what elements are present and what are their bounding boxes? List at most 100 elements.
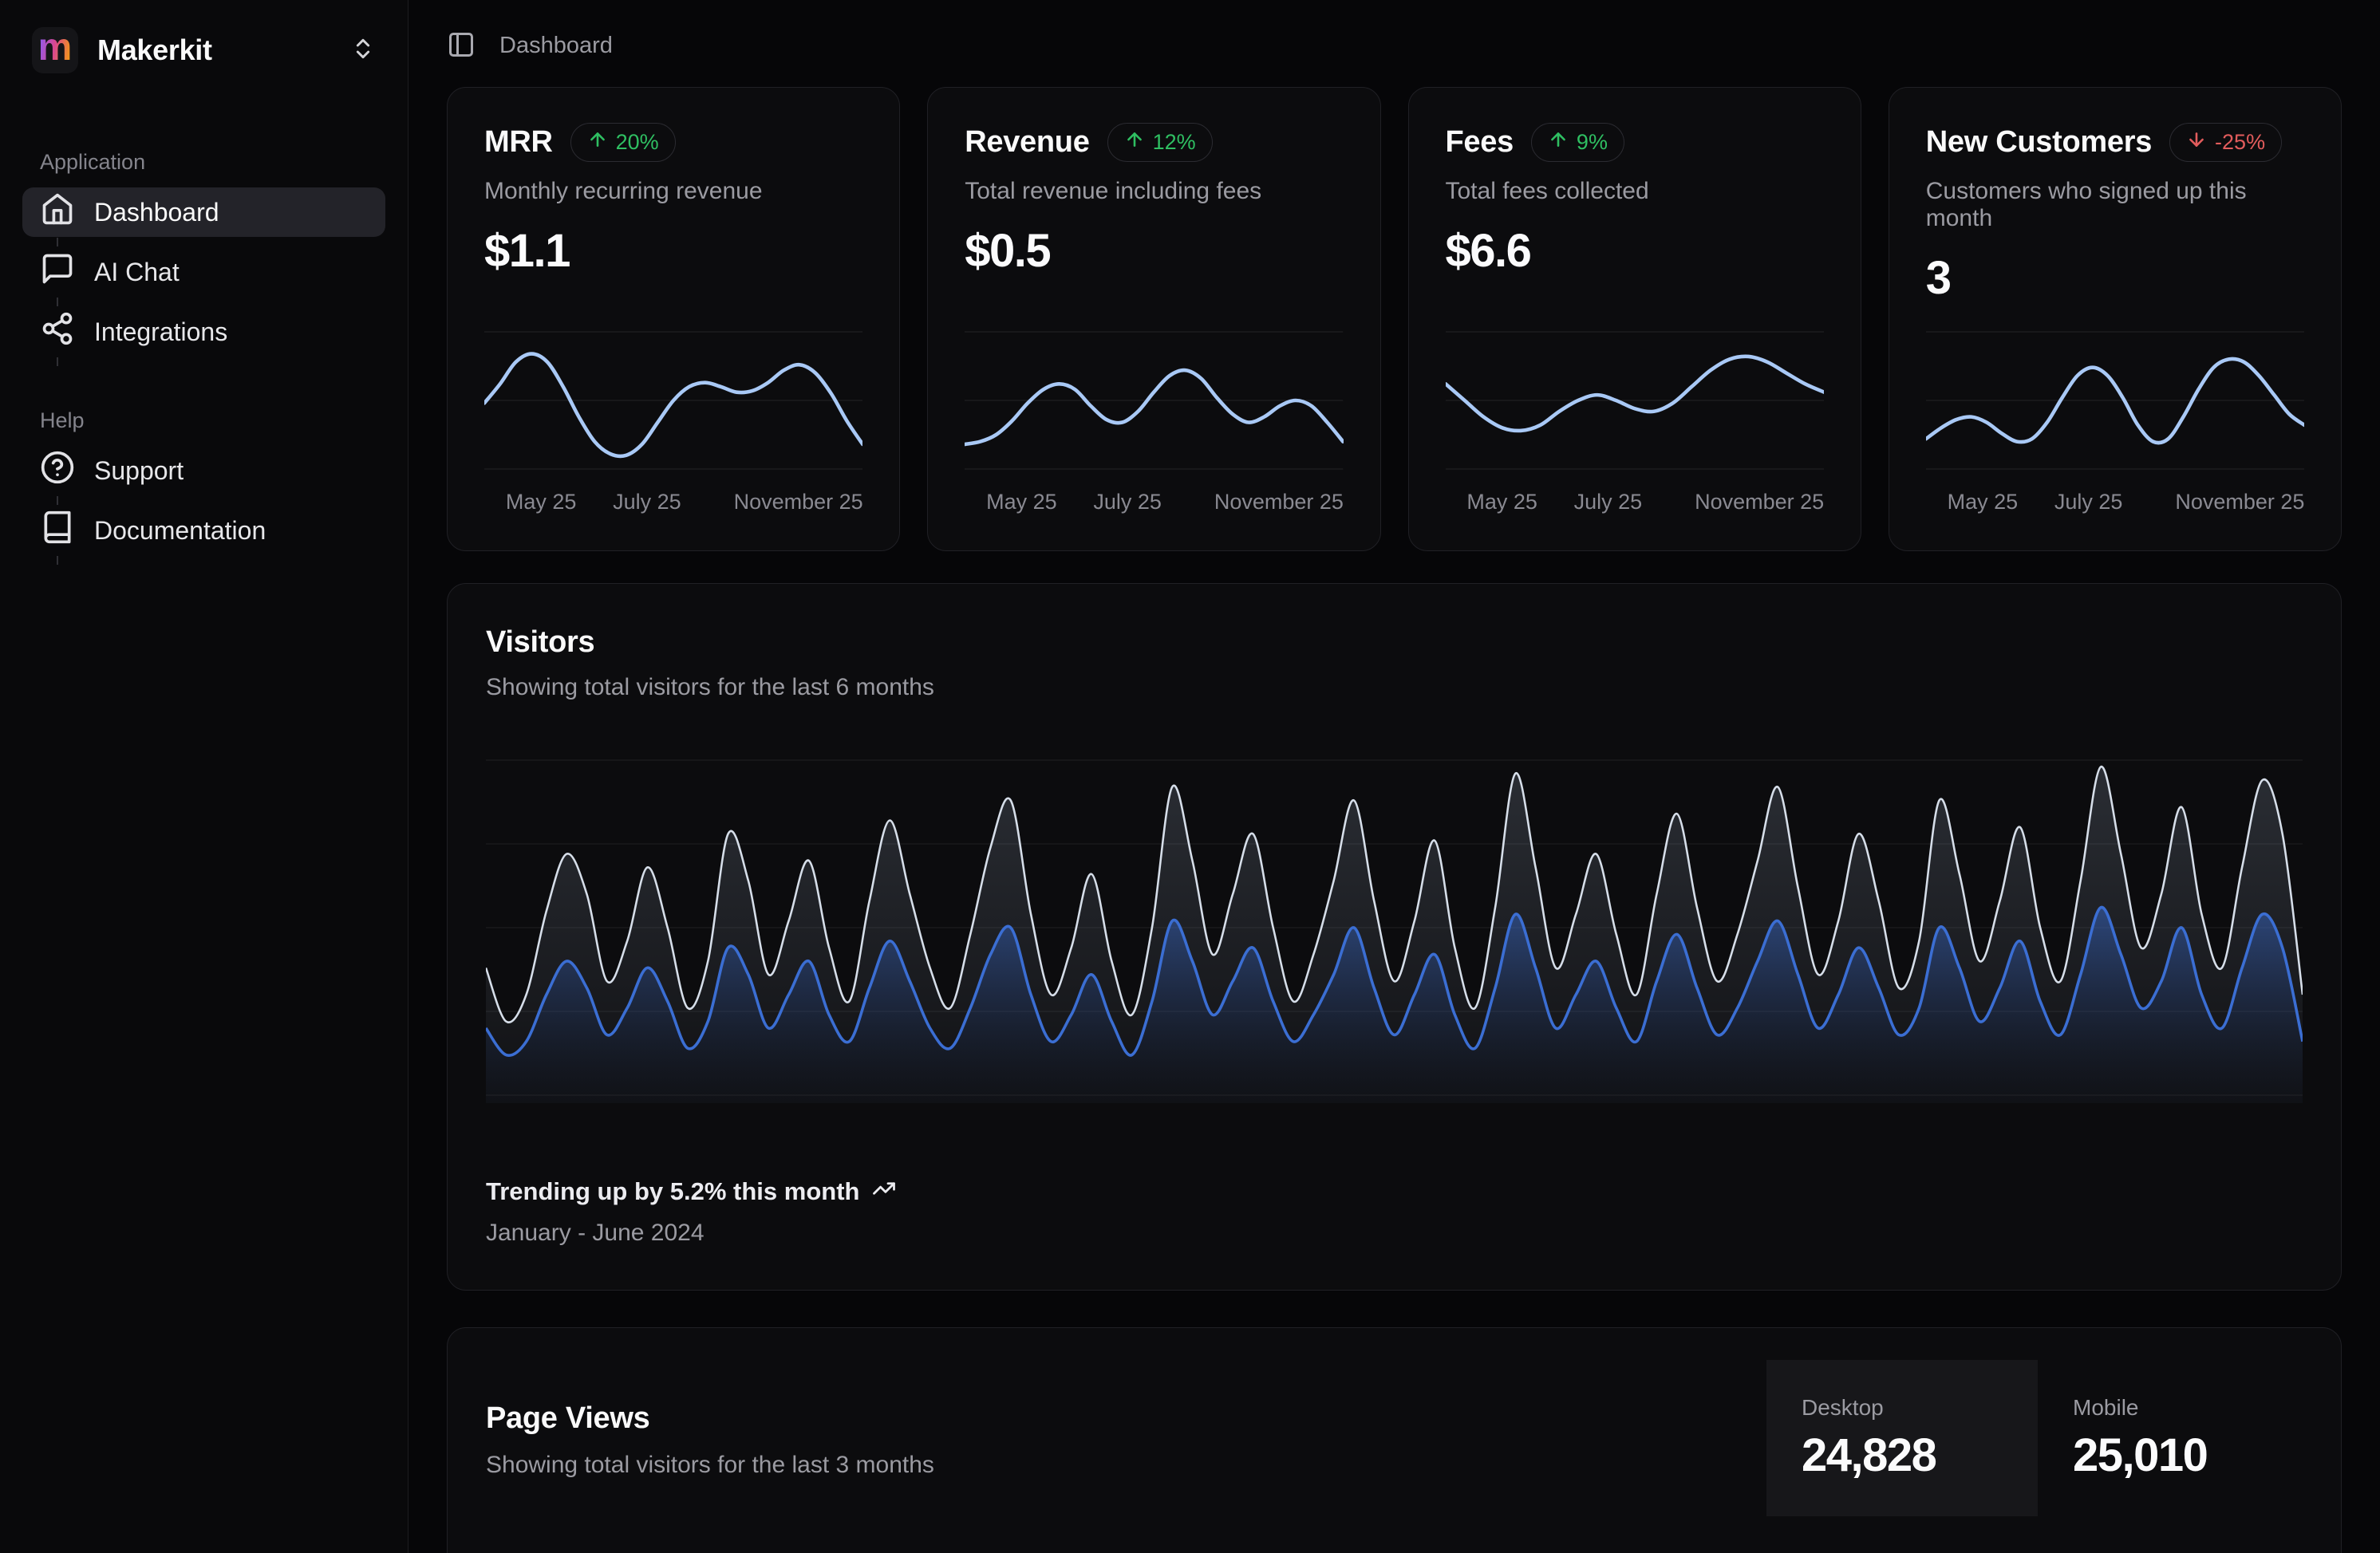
badge-value: 12%	[1153, 130, 1196, 155]
sidebar-item-label: Documentation	[94, 516, 266, 546]
page-views-subtitle: Showing total visitors for the last 3 mo…	[486, 1452, 1728, 1479]
nav-rail-tick	[57, 238, 58, 246]
sidebar-nav: Dashboard AI Chat Integrations	[22, 187, 385, 367]
stat-value: $1.1	[484, 224, 862, 278]
sidebar-item-label: Dashboard	[94, 198, 219, 227]
logo-letter: m	[38, 29, 73, 67]
sidebar-item-support[interactable]: Support	[22, 446, 385, 495]
page-views-card: Page Views Showing total visitors for th…	[447, 1327, 2342, 1553]
breadcrumb: Dashboard	[499, 33, 613, 59]
sparkline-axis: May 25 July 25 November 25	[1926, 485, 2304, 520]
visitors-title: Visitors	[486, 625, 2303, 660]
stat-card-mrr: MRR 20% Monthly recurring revenue $1.1 M…	[447, 87, 900, 551]
sparkline-svg	[1446, 322, 1824, 479]
visitors-trend-text: Trending up by 5.2% this month	[486, 1177, 859, 1206]
sidebar-nav-help: Support Documentation	[22, 446, 385, 566]
desktop-label: Desktop	[1802, 1395, 2003, 1421]
x-tick: November 25	[2175, 490, 2304, 514]
arrow-down-icon	[2186, 129, 2207, 156]
desktop-value: 24,828	[1802, 1429, 2003, 1482]
trend-badge: 20%	[570, 123, 676, 162]
section-label-application: Application	[22, 150, 385, 175]
panel-left-icon	[447, 30, 476, 61]
desktop-toggle-button[interactable]: Desktop 24,828	[1766, 1360, 2038, 1516]
nav-rail-tick	[57, 298, 58, 306]
mobile-value: 25,010	[2073, 1429, 2274, 1482]
stat-title: MRR	[484, 125, 553, 160]
workspace-name: Makerkit	[97, 34, 212, 67]
workspace-switcher[interactable]: m Makerkit	[22, 18, 385, 83]
page-views-toggles: Desktop 24,828 Mobile 25,010	[1766, 1328, 2341, 1553]
sidebar-item-label: Support	[94, 456, 184, 486]
stat-title: New Customers	[1926, 125, 2152, 160]
stat-value: 3	[1926, 251, 2304, 305]
sparkline-chart: May 25 July 25 November 25	[1446, 322, 1824, 520]
share-icon	[40, 311, 75, 353]
stat-card-header: Fees 9%	[1446, 123, 1824, 162]
visitors-date-range: January - June 2024	[486, 1220, 2303, 1247]
sparkline-svg	[965, 322, 1343, 479]
sidebar-toggle-button[interactable]	[447, 30, 476, 61]
stat-card-header: Revenue 12%	[965, 123, 1343, 162]
sparkline-svg	[1926, 322, 2304, 479]
badge-value: 20%	[616, 130, 659, 155]
mobile-toggle-button[interactable]: Mobile 25,010	[2038, 1360, 2309, 1516]
x-tick: November 25	[1695, 490, 1824, 514]
stat-value: $6.6	[1446, 224, 1824, 278]
sidebar-item-label: Integrations	[94, 317, 227, 347]
x-tick: July 25	[1093, 490, 1162, 514]
trend-badge: 12%	[1107, 123, 1213, 162]
sparkline-axis: May 25 July 25 November 25	[965, 485, 1343, 520]
visitors-card: Visitors Showing total visitors for the …	[447, 583, 2342, 1291]
stat-card-new-customers: New Customers -25% Customers who signed …	[1889, 87, 2342, 551]
makerkit-logo: m	[32, 27, 78, 73]
sidebar-item-label: AI Chat	[94, 258, 180, 287]
sidebar: m Makerkit Application Dashboard AI Chat	[0, 0, 409, 1553]
sparkline-axis: May 25 July 25 November 25	[1446, 485, 1824, 520]
sparkline-chart: May 25 July 25 November 25	[484, 322, 862, 520]
visitors-footer: Trending up by 5.2% this month January -…	[486, 1177, 2303, 1247]
page-views-header: Page Views Showing total visitors for th…	[448, 1328, 2341, 1553]
sparkline-axis: May 25 July 25 November 25	[484, 485, 862, 520]
sidebar-item-ai-chat[interactable]: AI Chat	[22, 247, 385, 297]
arrow-up-icon	[587, 129, 608, 156]
sparkline-chart: May 25 July 25 November 25	[965, 322, 1343, 520]
x-tick: July 25	[2054, 490, 2123, 514]
mobile-label: Mobile	[2073, 1395, 2274, 1421]
visitors-chart-svg	[486, 752, 2303, 1103]
stat-subtitle: Total revenue including fees	[965, 178, 1343, 205]
visitors-subtitle: Showing total visitors for the last 6 mo…	[486, 674, 2303, 701]
stat-cards-row: MRR 20% Monthly recurring revenue $1.1 M…	[447, 87, 2342, 551]
stat-card-fees: Fees 9% Total fees collected $6.6 May 25…	[1408, 87, 1861, 551]
main-content: Dashboard MRR 20% Monthly recurring reve…	[409, 0, 2380, 1553]
x-tick: July 25	[1574, 490, 1643, 514]
nav-rail-tick	[57, 496, 58, 505]
nav-rail-tick	[57, 357, 58, 366]
badge-value: 9%	[1577, 130, 1608, 155]
arrow-up-icon	[1548, 129, 1569, 156]
sidebar-item-documentation[interactable]: Documentation	[22, 506, 385, 555]
arrow-up-icon	[1124, 129, 1145, 156]
stat-value: $0.5	[965, 224, 1343, 278]
book-icon	[40, 510, 75, 551]
chevrons-up-down-icon	[350, 36, 376, 65]
x-tick: May 25	[506, 490, 577, 514]
stat-card-header: MRR 20%	[484, 123, 862, 162]
help-circle-icon	[40, 450, 75, 491]
x-tick: November 25	[1214, 490, 1344, 514]
x-tick: November 25	[734, 490, 863, 514]
sidebar-item-integrations[interactable]: Integrations	[22, 307, 385, 357]
chat-icon	[40, 251, 75, 293]
x-tick: May 25	[1466, 490, 1537, 514]
stat-card-header: New Customers -25%	[1926, 123, 2304, 162]
sparkline-chart: May 25 July 25 November 25	[1926, 322, 2304, 520]
page-views-title: Page Views	[486, 1401, 1728, 1436]
x-tick: May 25	[1948, 490, 2019, 514]
stat-title: Fees	[1446, 125, 1514, 160]
stat-title: Revenue	[965, 125, 1089, 160]
stat-card-revenue: Revenue 12% Total revenue including fees…	[927, 87, 1380, 551]
stat-subtitle: Customers who signed up this month	[1926, 178, 2304, 232]
sidebar-item-dashboard[interactable]: Dashboard	[22, 187, 385, 237]
house-icon	[40, 191, 75, 233]
trend-badge: 9%	[1531, 123, 1624, 162]
